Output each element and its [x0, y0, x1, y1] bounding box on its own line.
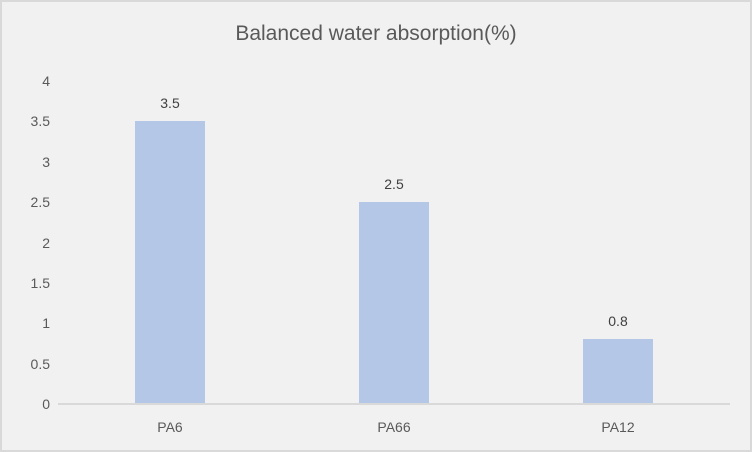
x-axis-category-label: PA66 — [377, 419, 411, 435]
x-axis-line — [58, 403, 730, 405]
y-axis-tick-label: 2 — [42, 234, 50, 251]
y-axis-tick-label: 1.5 — [30, 274, 50, 291]
bar-PA12[interactable] — [583, 339, 653, 404]
bar-PA66[interactable] — [359, 202, 429, 404]
bar-PA6[interactable] — [135, 121, 205, 404]
y-axis-tick-label: 0 — [42, 396, 50, 412]
y-axis-tick-label: 2.5 — [30, 194, 50, 211]
chart-title: Balanced water absorption(%) — [235, 22, 517, 45]
y-axis-tick-label: 1 — [42, 315, 50, 332]
x-axis-category-label: PA6 — [157, 419, 183, 435]
y-axis-tick-label: 4 — [42, 73, 50, 89]
data-label-PA12: 0.8 — [608, 313, 628, 330]
y-axis-tick-label: 3 — [42, 153, 50, 170]
y-axis-tick-label: 3.5 — [30, 113, 50, 130]
y-axis-tick-label: 0.5 — [30, 355, 50, 372]
data-label-PA6: 3.5 — [160, 95, 180, 112]
data-label-PA66: 2.5 — [384, 176, 404, 193]
x-axis-category-label: PA12 — [601, 419, 635, 435]
